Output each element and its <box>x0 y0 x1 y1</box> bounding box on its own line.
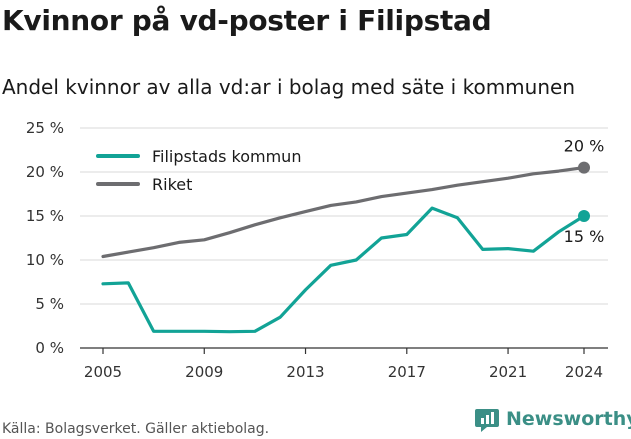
chart-title: Kvinnor på vd-poster i Filipstad <box>2 4 492 37</box>
y-tick-label-20: 20 % <box>26 163 64 181</box>
brand-name: Newsworthy <box>506 408 631 430</box>
gridlines <box>80 127 608 305</box>
series-endpoint-filipstad <box>578 210 590 222</box>
line-chart: 0 %5 %10 %15 %20 %25 % 2005 2009 2013 2017 2… <box>26 119 608 381</box>
y-axis-tick-labels: 0 % 5 % 10 % 15 % 20 % 25 % <box>26 119 64 357</box>
y-tick-label-0: 0 % <box>35 339 64 357</box>
end-label-filipstad: 15 % <box>564 227 605 246</box>
y-tick-label-15: 15 % <box>26 207 64 225</box>
series-line-riket <box>101 166 586 259</box>
x-tick-label-2017: 2017 <box>388 363 426 381</box>
x-tick-label-2024: 2024 <box>565 363 603 381</box>
source-note: Källa: Bolagsverket. Gäller aktiebolag. <box>2 421 270 437</box>
x-axis: 2005 2009 2013 2017 2021 2024 <box>80 347 608 381</box>
series-endpoint-riket <box>578 161 590 174</box>
y-tick-label-10: 10 % <box>26 251 64 269</box>
x-tick-label-2021: 2021 <box>489 363 527 381</box>
series-line-filipstad <box>101 206 586 334</box>
newsworthy-logo-icon <box>475 409 499 432</box>
x-tick-label-2005: 2005 <box>84 363 122 381</box>
end-value-labels: 15 % 20 % <box>564 137 605 246</box>
end-label-riket: 20 % <box>564 137 605 156</box>
legend: Filipstads kommun Riket <box>96 147 301 194</box>
chart-subtitle: Andel kvinnor av alla vd:ar i bolag med … <box>2 75 575 99</box>
series-lines <box>101 161 590 334</box>
y-tick-label-25: 25 % <box>26 119 64 137</box>
x-tick-label-2013: 2013 <box>286 363 324 381</box>
brand-logo: Newsworthy <box>474 406 631 432</box>
x-tick-label-2009: 2009 <box>185 363 223 381</box>
legend-label-riket: Riket <box>152 175 192 194</box>
legend-label-filipstad: Filipstads kommun <box>152 147 301 166</box>
y-tick-label-5: 5 % <box>35 295 64 313</box>
